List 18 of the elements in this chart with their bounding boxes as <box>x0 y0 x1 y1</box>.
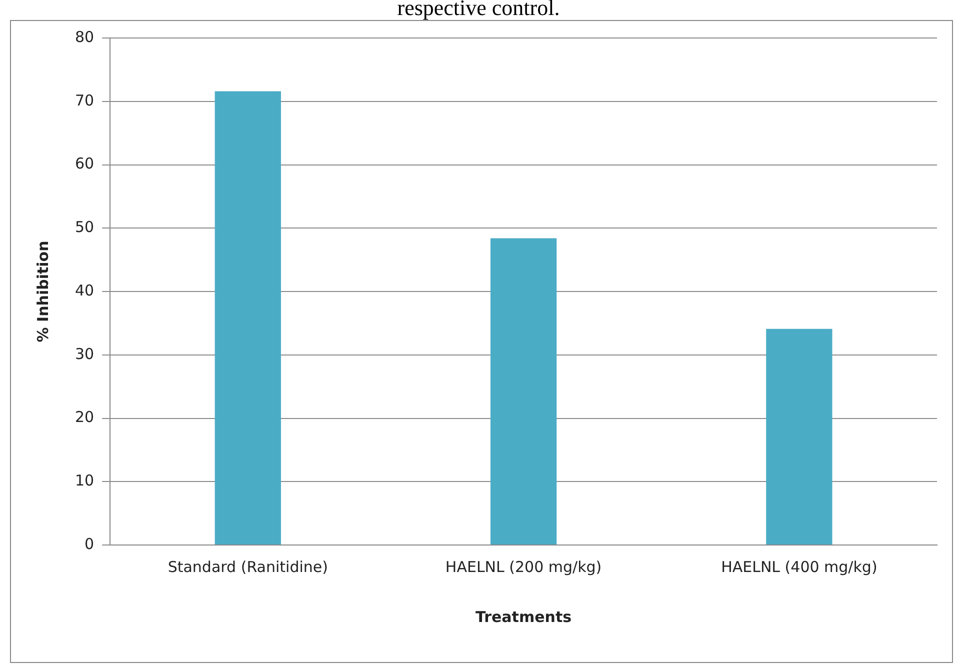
y-axis-title: % Inhibition <box>34 240 52 342</box>
y-tick-label: 0 <box>84 534 94 553</box>
y-tick-label: 60 <box>74 154 94 173</box>
y-tick-label: 70 <box>74 91 94 110</box>
x-tick-label: HAELNL (400 mg/kg) <box>721 558 878 576</box>
x-tick-label: HAELNL (200 mg/kg) <box>445 558 602 576</box>
y-tick-label: 20 <box>74 408 94 426</box>
y-tick-label: 40 <box>74 281 94 300</box>
bar <box>766 328 832 544</box>
y-tick-label: 30 <box>74 344 94 363</box>
chart-title: respective control. <box>396 0 561 20</box>
x-tick-label: Standard (Ranitidine) <box>168 558 328 576</box>
x-axis-title: Treatments <box>476 608 572 626</box>
y-tick-label: 80 <box>74 28 94 46</box>
y-tick-label: 10 <box>74 472 94 490</box>
bar <box>490 238 557 544</box>
y-tick-label: 50 <box>74 218 94 236</box>
bar <box>214 91 281 544</box>
